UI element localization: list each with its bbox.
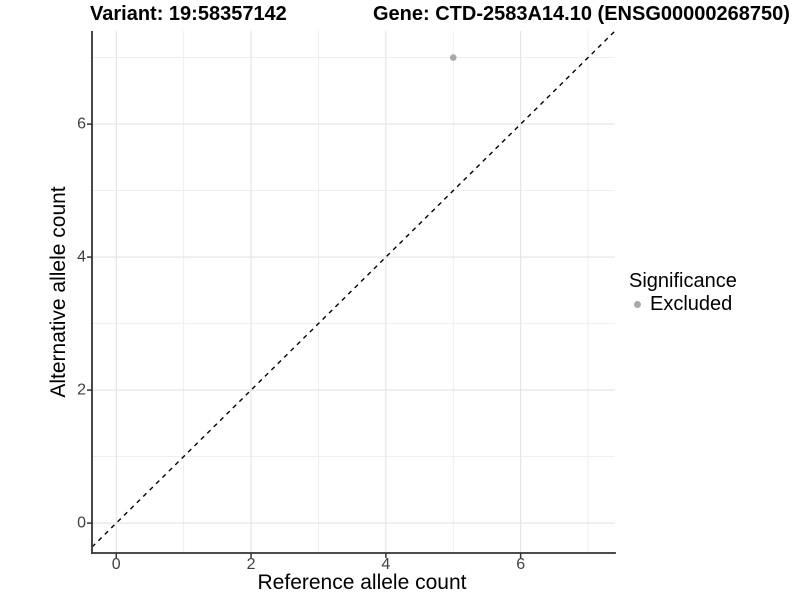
y-tick-label: 6 (77, 115, 86, 133)
legend-items: Excluded (629, 294, 737, 314)
x-tick-label: 0 (111, 556, 121, 573)
legend-title: Significance (629, 270, 737, 292)
legend-marker-icon (634, 300, 641, 308)
identity-line (91, 30, 616, 548)
y-tick-label: 4 (77, 248, 86, 266)
y-axis-title: Alternative allele count (47, 186, 70, 398)
y-tick-label: 2 (77, 381, 86, 399)
x-axis-title: Reference allele count (257, 571, 467, 594)
x-tick-label: 2 (246, 556, 256, 573)
legend: Significance Excluded (629, 270, 737, 314)
legend-item: Excluded (629, 294, 737, 314)
gene-title: Gene: CTD-2583A14.10 (ENSG00000268750) (373, 3, 790, 25)
x-tick-label: 4 (381, 556, 391, 573)
data-point (449, 54, 457, 61)
x-tick-label: 6 (516, 556, 526, 573)
variant-title: Variant: 19:58357142 (90, 3, 287, 25)
legend-item-label: Excluded (650, 293, 733, 315)
y-tick-label: 0 (77, 514, 86, 532)
